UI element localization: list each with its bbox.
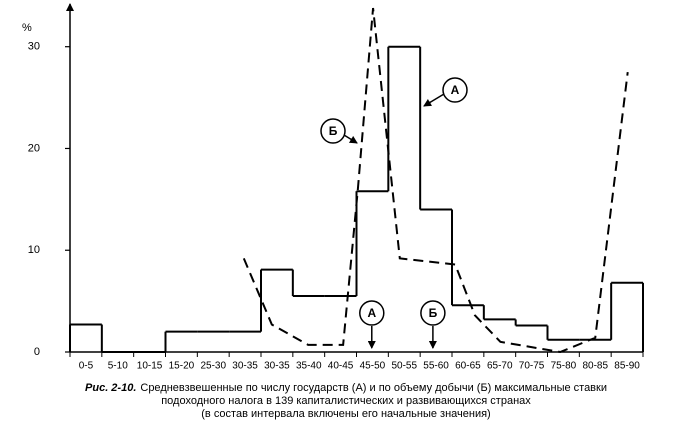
y-axis-label: % (22, 22, 32, 34)
callout-circle (442, 77, 468, 103)
x-tick-label: 80-85 (582, 361, 608, 372)
x-tick-label: 40-45 (328, 361, 354, 372)
x-tick-label: 5-10 (108, 361, 128, 372)
x-tick-label: 50-55 (391, 361, 417, 372)
x-tick-label: 25-30 (200, 361, 226, 372)
caption-text: Рис. 2-10. Средневзвешенные по числу госу… (85, 382, 607, 394)
x-tick-label: 0-5 (79, 361, 94, 372)
x-tick-label: 10-15 (137, 361, 163, 372)
marker-circle (359, 300, 385, 326)
marker-circle (420, 300, 446, 326)
x-tick-label: 60-65 (455, 361, 481, 372)
x-tick-label: 30-35 (264, 361, 290, 372)
marker-label: Б (429, 306, 438, 320)
callout-arrow (423, 93, 445, 107)
y-tick-label: 0 (34, 346, 40, 358)
x-tick-label: 65-70 (487, 361, 513, 372)
y-tick-label: 30 (28, 41, 40, 53)
x-tick-label: 15-20 (169, 361, 195, 372)
callout-circle (320, 118, 346, 144)
x-tick-label: 75-80 (551, 361, 577, 372)
caption-line: (в состав интервала включены его начальн… (201, 408, 490, 420)
x-tick-label: 30-35 (232, 361, 258, 372)
caption-label: Рис. 2-10. (85, 382, 136, 394)
series-label: Б (329, 124, 338, 138)
x-tick-label: 85-90 (614, 361, 640, 372)
series-label: А (451, 83, 460, 97)
caption-line: подоходного налога в 139 капиталистическ… (161, 395, 531, 407)
y-tick-label: 20 (28, 142, 40, 154)
x-tick-label: 45-50 (360, 361, 386, 372)
marker-label: А (367, 306, 376, 320)
x-tick-label: 55-60 (423, 361, 449, 372)
x-tick-label: 70-75 (519, 361, 545, 372)
x-tick-label: 35-40 (296, 361, 322, 372)
caption-line: Средневзвешенные по числу государств (А)… (140, 382, 607, 394)
line-series (242, 7, 629, 354)
y-tick-label: 10 (28, 244, 40, 256)
callout-arrow (343, 134, 358, 144)
